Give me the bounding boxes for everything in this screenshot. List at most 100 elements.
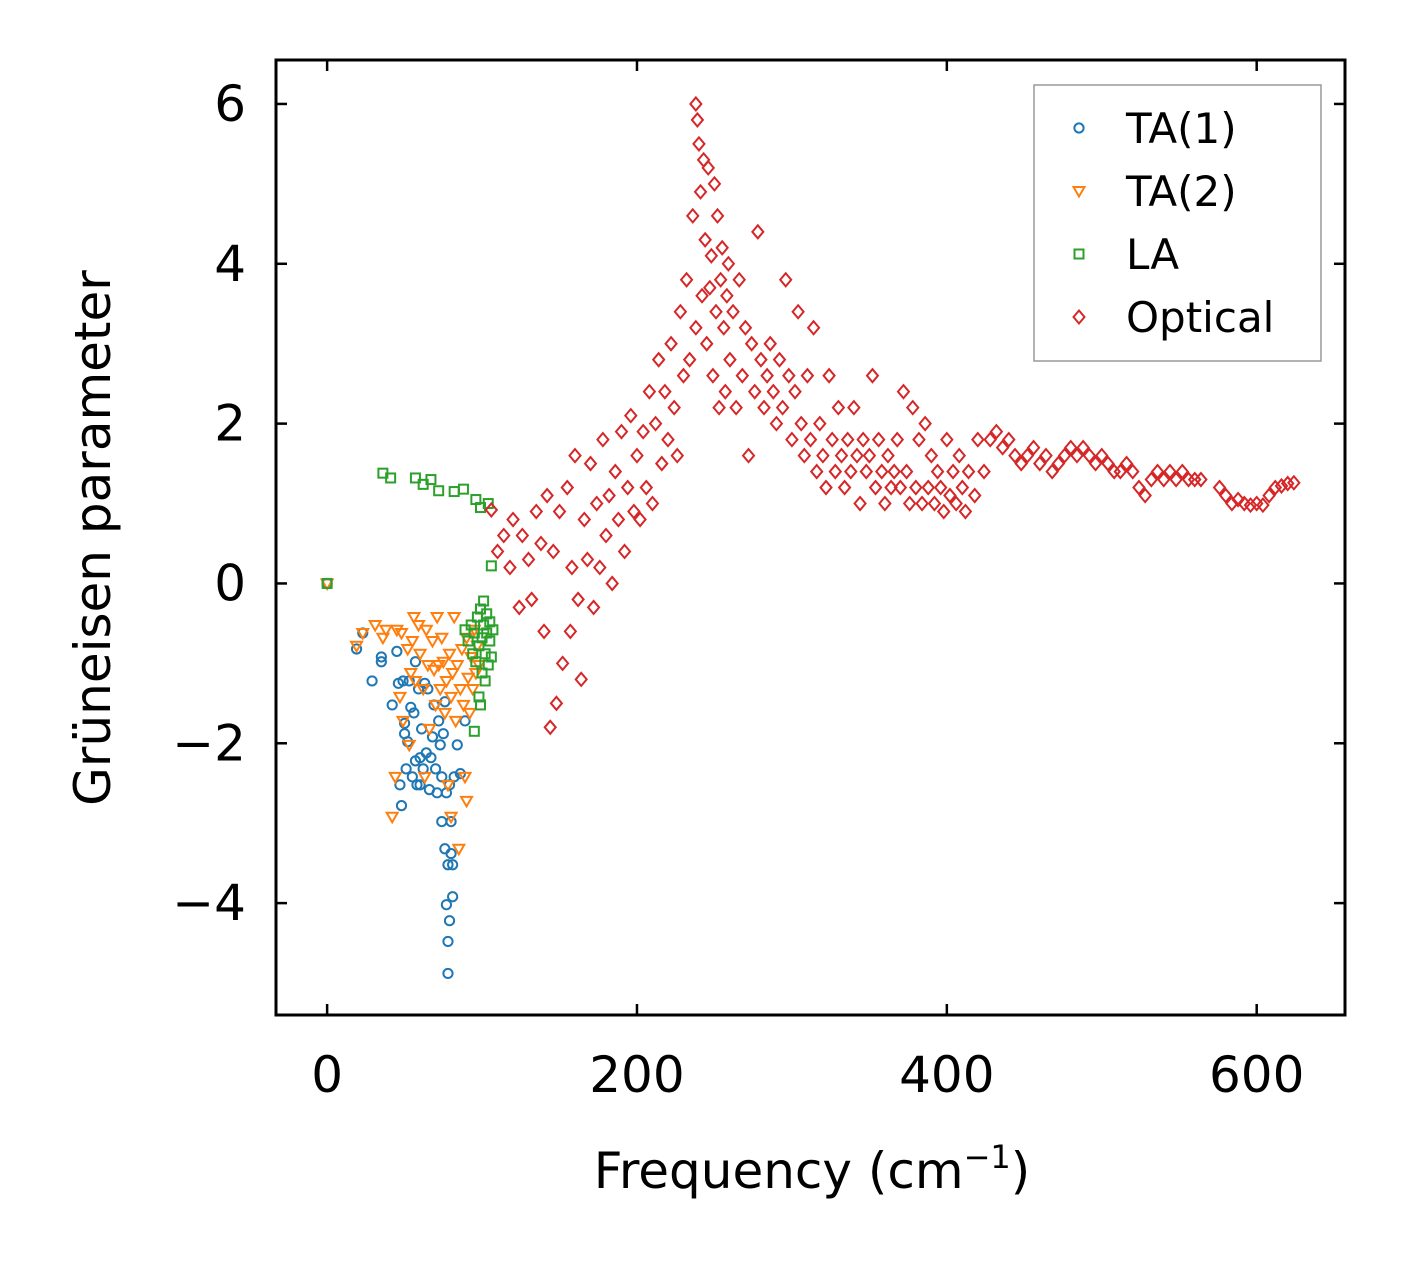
- data-point: [989, 423, 1004, 440]
- data-point: [636, 423, 650, 440]
- data-point: [485, 560, 497, 572]
- data-point: [496, 527, 511, 544]
- data-point: [394, 628, 409, 641]
- data-point: [899, 463, 914, 480]
- data-point: [443, 915, 456, 927]
- data-point: [682, 351, 697, 368]
- data-point: [454, 643, 470, 657]
- data-point: [355, 628, 370, 641]
- data-point: [983, 431, 998, 448]
- data-point: [843, 463, 858, 480]
- data-point: [473, 691, 485, 703]
- data-point: [757, 399, 771, 416]
- data-point: [490, 543, 505, 560]
- data-point: [436, 656, 451, 670]
- data-point: [729, 399, 743, 416]
- data-point: [1057, 447, 1072, 464]
- data-point: [479, 675, 491, 687]
- data-point: [487, 624, 499, 636]
- data-point: [403, 667, 419, 681]
- data-point: [868, 479, 883, 496]
- data-point: [1274, 477, 1289, 495]
- data-point: [639, 479, 654, 496]
- data-point: [565, 559, 579, 576]
- data-point: [709, 303, 723, 320]
- data-point: [710, 207, 725, 224]
- data-point: [408, 675, 423, 689]
- data-point: [712, 399, 726, 416]
- data-point: [1101, 455, 1115, 472]
- data-point: [599, 527, 613, 544]
- data-point: [707, 175, 722, 192]
- data-point: [529, 503, 544, 520]
- data-point: [930, 463, 945, 480]
- data-point: [442, 935, 454, 948]
- data-point: [788, 383, 802, 400]
- data-point: [540, 487, 554, 504]
- y-tick-label: 0: [214, 554, 246, 612]
- data-point: [375, 656, 387, 668]
- data-point: [400, 643, 415, 657]
- data-point: [451, 843, 467, 857]
- data-point: [630, 447, 644, 464]
- data-point: [902, 495, 917, 512]
- data-point: [481, 608, 493, 620]
- data-point: [690, 111, 705, 128]
- data-point: [912, 431, 926, 448]
- data-point: [1125, 463, 1140, 480]
- data-point: [447, 891, 459, 903]
- data-point: [961, 463, 976, 480]
- data-point: [1150, 463, 1165, 480]
- data-point: [692, 135, 706, 152]
- data-point: [375, 632, 391, 646]
- data-point: [608, 463, 623, 480]
- data-point: [574, 671, 589, 688]
- data-point: [943, 487, 957, 504]
- data-point: [803, 431, 818, 448]
- data-point: [1008, 447, 1022, 464]
- data-point: [921, 479, 936, 496]
- data-point: [871, 431, 886, 448]
- data-point: [1119, 455, 1134, 472]
- data-point: [602, 487, 616, 504]
- data-point: [445, 847, 457, 860]
- data-point: [398, 717, 411, 729]
- data-point: [384, 811, 400, 825]
- data-point: [896, 383, 911, 400]
- data-point: [560, 479, 575, 496]
- data-point: [422, 723, 437, 737]
- data-point: [856, 431, 870, 448]
- data-point: [840, 431, 855, 448]
- data-point: [744, 335, 759, 352]
- data-point: [592, 559, 607, 576]
- data-point: [434, 739, 446, 751]
- data-point: [460, 672, 476, 686]
- data-point: [484, 635, 496, 647]
- data-point: [617, 543, 632, 560]
- data-point: [614, 423, 629, 440]
- data-point: [445, 816, 457, 828]
- data-point: [408, 707, 420, 719]
- data-point: [995, 439, 1010, 456]
- data-point: [470, 656, 482, 668]
- data-point: [791, 303, 805, 320]
- data-point: [397, 675, 409, 687]
- data-point: [512, 599, 527, 616]
- data-point: [366, 675, 378, 687]
- data-point: [667, 399, 681, 416]
- data-point: [689, 95, 703, 113]
- data-point: [1070, 447, 1084, 464]
- data-point: [442, 859, 454, 871]
- data-point: [571, 591, 585, 608]
- data-point: [450, 659, 465, 673]
- data-point: [909, 479, 923, 496]
- data-point: [443, 811, 459, 825]
- data-point: [478, 595, 490, 607]
- data-point: [1045, 463, 1059, 480]
- data-point: [349, 640, 364, 654]
- data-point: [406, 612, 422, 625]
- x-tick-label: 400: [899, 1046, 994, 1104]
- data-point: [481, 627, 493, 639]
- data-point: [442, 648, 457, 662]
